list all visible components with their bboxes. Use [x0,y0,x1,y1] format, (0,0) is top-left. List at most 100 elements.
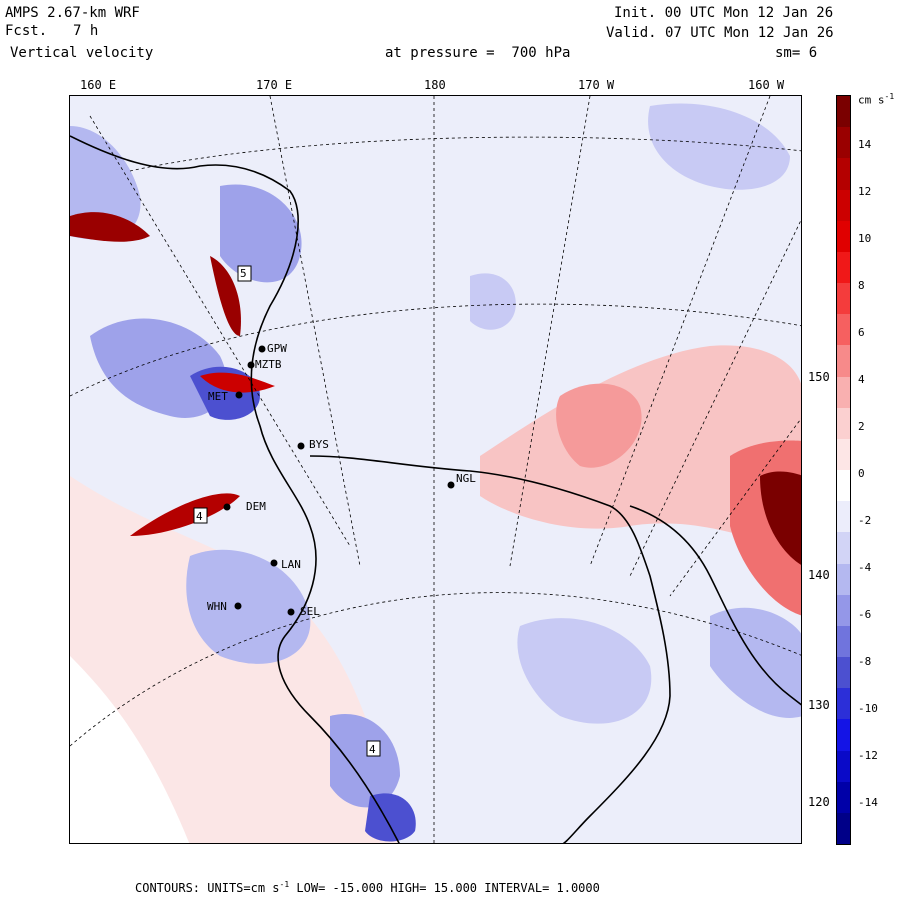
lon-label-160e: 160 E [80,78,117,92]
negative-velocity-patch-k [365,793,416,842]
lon-label-170w: 170 W [578,78,615,92]
meridian-170w [509,96,591,567]
colorbar-tick-label: 2 [858,420,865,433]
station-label-dem: DEM [246,500,266,513]
colorbar-swatch [837,158,850,190]
station-label-mztb: MZTB [255,358,282,371]
colorbar-swatch [837,283,850,315]
negative-velocity-patch-j [330,714,400,808]
colorbar-tick-label: 4 [858,373,865,386]
contours-label: CONTOURS: [135,881,201,895]
colorbar-swatch [837,189,850,222]
box-label-4-west: 4 [196,510,203,523]
colorbar-swatch [837,376,850,409]
lat-label-150w: 150 W [808,370,845,384]
colorbar-swatch [837,750,850,783]
negative-velocity-patch-d [220,184,302,283]
colorbar-tick-label: -8 [858,655,872,668]
forecast-label: Fcst. [5,23,48,39]
parallel-c [70,592,801,747]
colorbar-unit-text: cm s [858,93,885,107]
colorbar-swatch [837,625,850,658]
units-label: UNITS=cm s [207,881,280,895]
colorbar-tick-label: -6 [858,608,872,621]
coastline-west [70,135,400,843]
colorbar-tick-label: -14 [858,796,878,809]
colorbar-swatch [837,251,850,284]
colorbar-tick-label: 8 [858,279,865,292]
colorbar-unit-exp: -1 [884,92,895,101]
colorbar-tick-label: 12 [858,185,872,198]
positive-streak-d [200,372,275,393]
station-label-sel: SEL [300,605,320,618]
colorbar-swatch [837,470,850,502]
station-dot-whn [234,602,242,610]
negative-velocity-patch-g [186,549,311,664]
station-label-lan: LAN [281,558,301,571]
box-4-south [366,740,381,757]
positive-streak-a [70,212,150,242]
low-value: LOW= -15.000 [296,881,384,895]
coastline [70,135,801,843]
station-label-gpw: GPW [267,342,287,355]
units-exp: -1 [279,880,290,889]
colorbar-swatch [837,438,850,471]
station-markers [223,345,455,616]
negative-velocity-patch-h [517,618,652,724]
positive-velocity-core [556,383,642,468]
lon-label-180: 180 [424,78,446,92]
model-title: AMPS 2.67-km WRF [5,5,140,21]
coastline-east [629,505,801,706]
parallel-b [70,303,801,397]
interval-value: INTERVAL= 1.0000 [484,881,600,895]
colorbar-swatch [837,407,850,440]
box-label-5: 5 [240,267,247,280]
meridian-170e [269,96,361,567]
colorbar-tick-label: -12 [858,749,878,762]
colorbar-swatch [837,719,850,751]
valid-time: Valid. 07 UTC Mon 12 Jan 26 [606,25,834,41]
contour-info: CONTOURS: UNITS=cm s-1 LOW= -15.000 HIGH… [135,880,600,895]
lat-label-140w: 140 W [808,568,845,582]
station-dot-ngl [447,481,455,489]
colorbar-swatch [837,220,850,253]
colorbar-swatch [837,812,850,845]
colorbar-tick-label: -2 [858,514,872,527]
box-4-west [193,507,208,524]
station-label-met: MET [208,390,228,403]
negative-velocity-patch-a [90,318,227,418]
vertical-velocity-map [70,96,801,843]
colorbar-tick-label: 10 [858,232,872,245]
colorbar-tick-label: 0 [858,467,865,480]
station-dot-met [235,391,243,399]
colorbar-swatch [837,345,850,377]
positive-streak-c [130,493,240,536]
station-dot-dem [223,503,231,511]
blank-region [70,656,190,843]
pressure-level: at pressure = 700 hPa [385,45,571,61]
forecast-value: 7 h [73,23,99,39]
station-dot-bys [297,442,305,450]
colorbar-swatch [837,532,850,564]
station-dot-lan [270,559,278,567]
positive-velocity-max [760,471,801,565]
lat-label-130w: 130 W [808,698,845,712]
graticule [70,96,801,843]
coastline-shelf-edge [309,455,671,843]
colorbar-swatch [837,127,850,159]
high-value: HIGH= 15.000 [390,881,478,895]
colorbar-tick-label: 14 [858,138,872,151]
colorbar-swatch [837,314,850,346]
colorbar-swatch [837,657,850,689]
colorbar-tick-label: -10 [858,702,878,715]
lon-label-160w: 160 W [748,78,785,92]
colorbar [836,95,851,845]
meridian-140w [669,418,801,597]
positive-streak-b [210,256,241,336]
colorbar-swatch [837,688,850,720]
colorbar-swatch [837,594,850,627]
lon-label-170e: 170 E [256,78,293,92]
map-panel [69,95,802,844]
colorbar-swatch [837,501,850,533]
colorbar-swatch [837,563,850,596]
